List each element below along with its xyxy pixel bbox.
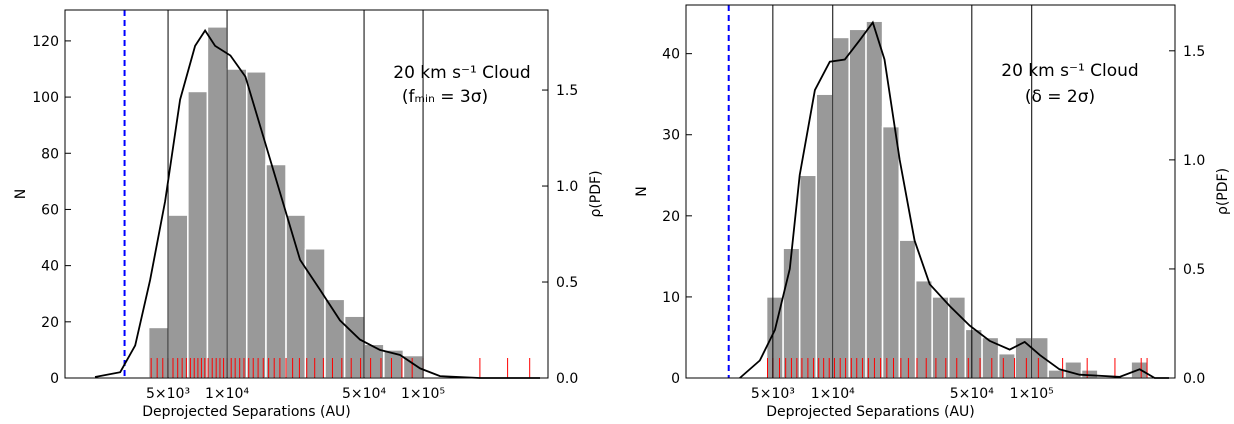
y-tick-label: 20 [41, 315, 59, 331]
bar [898, 239, 917, 379]
bar [1064, 361, 1083, 379]
x-tick-label: 1×10⁴ [811, 386, 855, 402]
bar [343, 315, 365, 379]
bar [1030, 336, 1049, 379]
bar [815, 93, 834, 379]
y-tick-label: 10 [662, 290, 680, 306]
y-tick-label: 20 [662, 209, 680, 225]
bar [187, 90, 209, 379]
x-tick-label: 1×10⁵ [1010, 386, 1054, 402]
bar [848, 28, 867, 379]
x-tick-label: 5×10³ [751, 386, 795, 402]
annotation: (δ = 2σ) [1025, 87, 1095, 107]
plot-frame [685, 4, 1176, 379]
y2-tick-label: 0.5 [1183, 262, 1205, 278]
y2-axis-label: ρ(PDF) [1215, 168, 1231, 215]
y-tick-label: 100 [32, 90, 59, 106]
bar [1080, 369, 1099, 379]
y2-tick-label: 1.5 [556, 83, 578, 99]
bar [997, 352, 1016, 379]
y-tick-label: 120 [32, 34, 59, 50]
x-axis-label: Deprojected Separations (AU) [142, 404, 351, 420]
y2-axis-label: ρ(PDF) [588, 170, 604, 217]
bar [245, 71, 267, 379]
bar [881, 125, 901, 379]
y-tick-label: 30 [662, 128, 680, 144]
annotation: 20 km s⁻¹ Cloud [393, 63, 530, 83]
y2-tick-label: 1.0 [1183, 153, 1205, 169]
y-tick-label: 80 [41, 146, 59, 162]
y2-tick-label: 0.5 [556, 275, 578, 291]
annotation: (fₘᵢₙ = 3σ) [402, 87, 488, 107]
plot-frame [64, 9, 549, 379]
y2-tick-label: 1.0 [556, 179, 578, 195]
y-tick-label: 40 [662, 47, 680, 63]
x-tick-label: 1×10⁴ [205, 386, 249, 402]
bar [226, 68, 248, 379]
annotation: 20 km s⁻¹ Cloud [1001, 61, 1138, 81]
y-tick-label: 60 [41, 202, 59, 218]
bar [206, 26, 228, 379]
bar [831, 36, 850, 379]
y2-tick-label: 1.5 [1183, 44, 1205, 60]
y-axis-label: N [13, 189, 29, 199]
x-axis-label: Deprojected Separations (AU) [766, 404, 975, 420]
bar [285, 214, 307, 379]
x-tick-label: 5×10⁴ [950, 386, 994, 402]
y-axis-label: N [634, 186, 650, 196]
y-tick-label: 40 [41, 259, 59, 275]
y2-tick-label: 0.0 [556, 371, 578, 387]
x-tick-label: 5×10⁴ [342, 386, 386, 402]
bar [865, 20, 884, 379]
bar [265, 163, 287, 379]
x-tick-label: 5×10³ [146, 386, 190, 402]
bar [167, 214, 189, 379]
y-tick-label: 0 [671, 371, 680, 387]
kde-line [739, 20, 1169, 379]
y-tick-label: 0 [50, 371, 59, 387]
x-tick-label: 1×10⁵ [401, 386, 445, 402]
kde-line [94, 28, 540, 379]
y2-tick-label: 0.0 [1183, 371, 1205, 387]
bar [914, 279, 933, 379]
bar [798, 174, 817, 379]
